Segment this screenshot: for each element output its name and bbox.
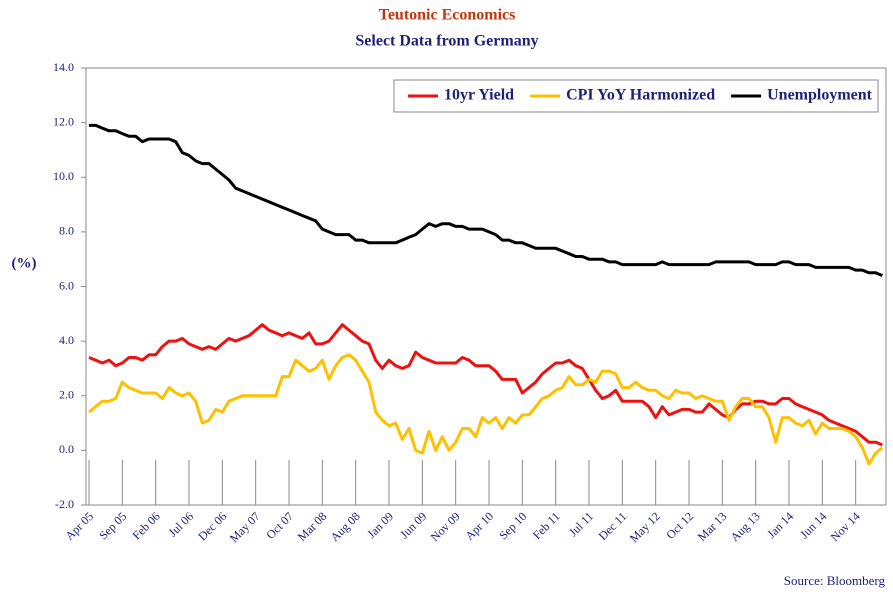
x-tick-label: Jan 14: [764, 509, 796, 541]
x-tick-label: Jul 11: [566, 509, 596, 539]
x-tick-label: Sep 10: [496, 509, 529, 542]
source-note: Source: Bloomberg: [784, 573, 886, 588]
legend-item: CPI YoY Harmonized: [530, 87, 715, 104]
chart-title: Teutonic Economics: [379, 7, 516, 24]
x-tick-label: Mar 13: [695, 509, 730, 544]
x-tick-label: May 12: [627, 509, 663, 545]
x-tick-label: Oct 12: [663, 509, 696, 542]
x-tick-label: Jun 09: [397, 509, 429, 541]
chart-subtitle: Select Data from Germany: [355, 33, 538, 50]
y-tick-label: 14.0: [53, 60, 74, 74]
series-line: [88, 353, 884, 466]
legend-label: CPI YoY Harmonized: [566, 87, 715, 104]
plot-frame: [85, 67, 887, 506]
y-tick-label: 6.0: [59, 278, 74, 292]
x-tick-label: Jul 06: [166, 509, 196, 539]
legend-label: Unemployment: [767, 87, 873, 104]
legend-box: [393, 79, 879, 113]
series-line: [89, 123, 883, 277]
x-tick-label: Jun 14: [797, 509, 829, 541]
x-tick-label: Dec 11: [596, 509, 630, 543]
y-axis-label: (%): [12, 255, 37, 271]
y-tick-label: 8.0: [59, 224, 74, 238]
y-tick-label: -2.0: [55, 497, 74, 511]
x-tick-label: Dec 06: [195, 509, 229, 543]
series-line: [88, 323, 883, 447]
y-tick-label: 2.0: [59, 388, 74, 402]
x-tick-label: Nov 09: [428, 509, 463, 544]
x-tick-label: Nov 14: [828, 509, 863, 544]
x-tick-label: Aug 13: [728, 509, 763, 544]
x-tick-label: Jan 09: [364, 509, 396, 541]
x-tick-label: Feb 06: [129, 509, 162, 542]
x-tick-label: Oct 07: [263, 509, 296, 542]
x-tick-label: May 07: [227, 509, 263, 545]
x-tick-label: Feb 11: [530, 509, 563, 542]
legend: 10yr Yield CPI YoY Harmonized Unemployment: [393, 79, 879, 113]
x-tick-label: Apr 05: [62, 509, 96, 543]
legend-item: Unemployment: [731, 87, 873, 104]
legend-item: 10yr Yield: [408, 87, 514, 104]
y-tick-label: 0.0: [59, 442, 74, 456]
legend-label: 10yr Yield: [444, 87, 514, 104]
y-tick-label: 4.0: [59, 333, 74, 347]
y-tick-label: 10.0: [53, 169, 74, 183]
y-tick-label: 12.0: [53, 114, 74, 128]
x-tick-label: Aug 08: [328, 509, 363, 544]
x-tick-label: Sep 05: [96, 509, 129, 542]
x-tick-label: Apr 10: [462, 509, 496, 543]
x-tick-label: Mar 08: [295, 509, 330, 544]
